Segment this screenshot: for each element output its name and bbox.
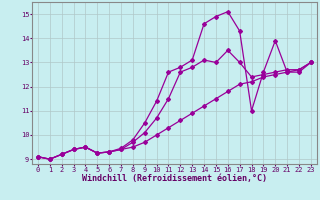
X-axis label: Windchill (Refroidissement éolien,°C): Windchill (Refroidissement éolien,°C): [82, 174, 267, 183]
